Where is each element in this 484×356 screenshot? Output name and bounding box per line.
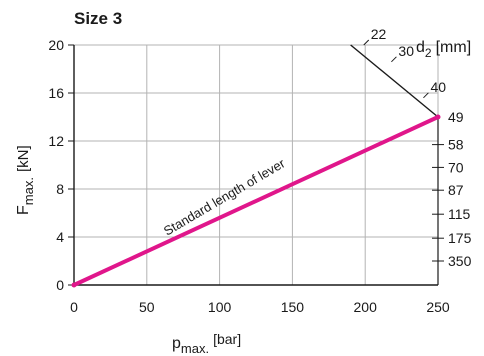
x-tick-label: 150 bbox=[281, 299, 305, 315]
x-axis-label-unit: [bar] bbox=[213, 331, 241, 347]
x-tick-label: 0 bbox=[70, 299, 78, 315]
y-tick-label: 12 bbox=[48, 133, 64, 149]
y-tick-label: 16 bbox=[48, 85, 64, 101]
d2-tick-label: 87 bbox=[448, 182, 464, 198]
x-tick-label: 100 bbox=[208, 299, 232, 315]
y-tick-label: 4 bbox=[56, 229, 64, 245]
d2-tick-mark bbox=[391, 56, 397, 63]
d2-tick-label: 49 bbox=[448, 109, 464, 125]
y-tick-label: 8 bbox=[56, 181, 64, 197]
y-tick-label: 0 bbox=[56, 277, 64, 293]
d2-tick-label: 175 bbox=[448, 230, 472, 246]
series-line bbox=[72, 115, 440, 287]
x-axis-label-main: p bbox=[172, 335, 181, 352]
d2-tick-label: 40 bbox=[430, 79, 446, 95]
x-axis-label: pmax. [bar] bbox=[172, 331, 241, 356]
y-axis-label-main: F bbox=[15, 205, 32, 215]
x-tick-label: 50 bbox=[139, 299, 155, 315]
x-tick-label: 200 bbox=[354, 299, 378, 315]
d2-tick-label: 22 bbox=[371, 26, 387, 42]
d2-axis-label-sub: 2 bbox=[425, 46, 432, 60]
series-point bbox=[435, 114, 441, 120]
series-point bbox=[71, 282, 77, 288]
d2-axis-label: d2 [mm] bbox=[416, 39, 471, 60]
x-axis-label-sub: max. bbox=[181, 341, 209, 356]
y-axis-label-unit: [kN] bbox=[15, 145, 32, 172]
d2-tick-mark bbox=[423, 92, 429, 99]
d2-boundary-line bbox=[350, 44, 439, 118]
series-lines bbox=[71, 114, 441, 288]
d2-tick-label: 350 bbox=[448, 253, 472, 269]
d2-tick-mark bbox=[363, 39, 370, 46]
d2-tick-label: 30 bbox=[398, 43, 414, 59]
d2-axis-label-unit: [mm] bbox=[436, 39, 472, 56]
x-tick-label: 250 bbox=[426, 299, 450, 315]
y-axis-label: Fmax. [kN] bbox=[15, 145, 36, 215]
d2-tick-label: 70 bbox=[448, 159, 464, 175]
grid bbox=[74, 44, 439, 285]
chart-title: Size 3 bbox=[74, 9, 122, 28]
d2-tick-label: 58 bbox=[448, 137, 464, 153]
d2-axis-label-main: d bbox=[416, 39, 425, 56]
d2-tick-label: 115 bbox=[448, 206, 471, 222]
y-tick-label: 20 bbox=[48, 37, 64, 53]
axes bbox=[68, 44, 439, 286]
y-axis-label-sub: max. bbox=[21, 177, 36, 205]
